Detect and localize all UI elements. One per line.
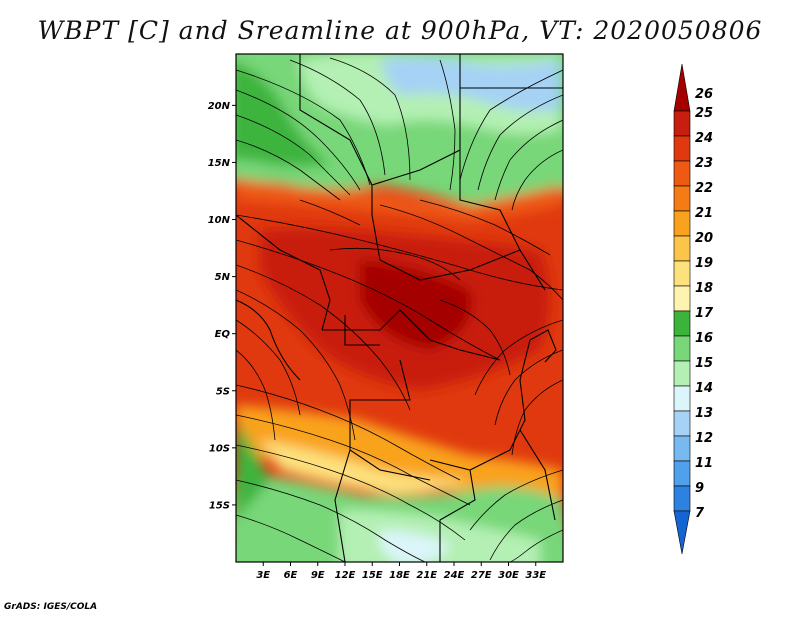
latitude-axis: 20N 15N 10N 5N EQ 5S 10S 15S — [208, 101, 236, 511]
colorbar-label: 12 — [695, 431, 713, 446]
colorbar-label: 7 — [695, 506, 705, 521]
colorbar-label: 23 — [695, 156, 713, 171]
wbpt-field — [236, 54, 563, 562]
colorbar-segment — [673, 460, 691, 487]
lon-tick-label: 33E — [525, 570, 546, 581]
colorbar-label: 26 — [695, 87, 713, 102]
lat-tick-label: EQ — [215, 329, 231, 340]
streamlines — [236, 57, 563, 562]
colorbar-segment — [673, 485, 691, 512]
lon-tick-label: 15E — [362, 570, 383, 581]
lon-tick-label: 27E — [471, 570, 492, 581]
colorbar-label: 11 — [695, 456, 713, 471]
chart-title: WBPT [C] and Sreamline at 900hPa, VT: 20… — [37, 16, 763, 45]
lat-tick-label: 10S — [209, 443, 230, 454]
colorbar-segment — [673, 385, 691, 412]
colorbar-segment — [673, 310, 691, 337]
colorbar-segment — [673, 63, 691, 112]
colorbar-segment — [673, 260, 691, 287]
country-borders — [236, 54, 563, 562]
colorbar-segment — [673, 110, 691, 137]
colorbar-label: 18 — [695, 281, 713, 296]
colorbar-segment — [673, 410, 691, 437]
lon-tick-label: 30E — [498, 570, 519, 581]
colorbar: 26 25 24 23 22 21 20 19 18 17 16 15 14 13 12 11 9 7 — [673, 63, 714, 555]
colorbar-segment — [673, 510, 691, 555]
lon-tick-label: 9E — [311, 570, 325, 581]
lon-tick-label: 12E — [335, 570, 356, 581]
lon-tick-label: 24E — [444, 570, 465, 581]
lat-tick-label: 15S — [209, 500, 230, 511]
credit-label: GrADS: IGES/COLA — [4, 602, 98, 612]
longitude-axis: 3E 6E 9E 12E 15E 18E 21E 24E 27E 30E 33E — [256, 562, 546, 581]
colorbar-segment — [673, 210, 691, 237]
colorbar-label: 22 — [695, 181, 713, 196]
colorbar-label: 17 — [695, 306, 714, 321]
colorbar-label: 24 — [695, 131, 713, 146]
colorbar-segment — [673, 235, 691, 262]
colorbar-label: 9 — [695, 481, 704, 496]
lon-tick-label: 21E — [416, 570, 437, 581]
lat-tick-label: 20N — [208, 101, 231, 112]
lat-tick-label: 5S — [216, 386, 230, 397]
lon-tick-label: 6E — [284, 570, 298, 581]
colorbar-label: 21 — [695, 206, 713, 221]
colorbar-segment — [673, 185, 691, 212]
colorbar-segment — [673, 360, 691, 387]
colorbar-label: 19 — [695, 256, 713, 271]
colorbar-segment — [673, 160, 691, 187]
colorbar-segment — [673, 135, 691, 162]
colorbar-segment — [673, 285, 691, 312]
colorbar-label: 14 — [695, 381, 713, 396]
lat-tick-label: 10N — [208, 215, 231, 226]
lat-tick-label: 5N — [215, 272, 231, 283]
colorbar-label: 15 — [695, 356, 713, 371]
colorbar-label: 16 — [695, 331, 713, 346]
lon-tick-label: 18E — [389, 570, 410, 581]
colorbar-segment — [673, 435, 691, 462]
colorbar-label: 13 — [695, 406, 713, 421]
colorbar-segment — [673, 335, 691, 362]
colorbar-label: 20 — [695, 231, 713, 246]
lon-tick-label: 3E — [256, 570, 270, 581]
lat-tick-label: 15N — [208, 158, 231, 169]
colorbar-label: 25 — [695, 106, 713, 121]
